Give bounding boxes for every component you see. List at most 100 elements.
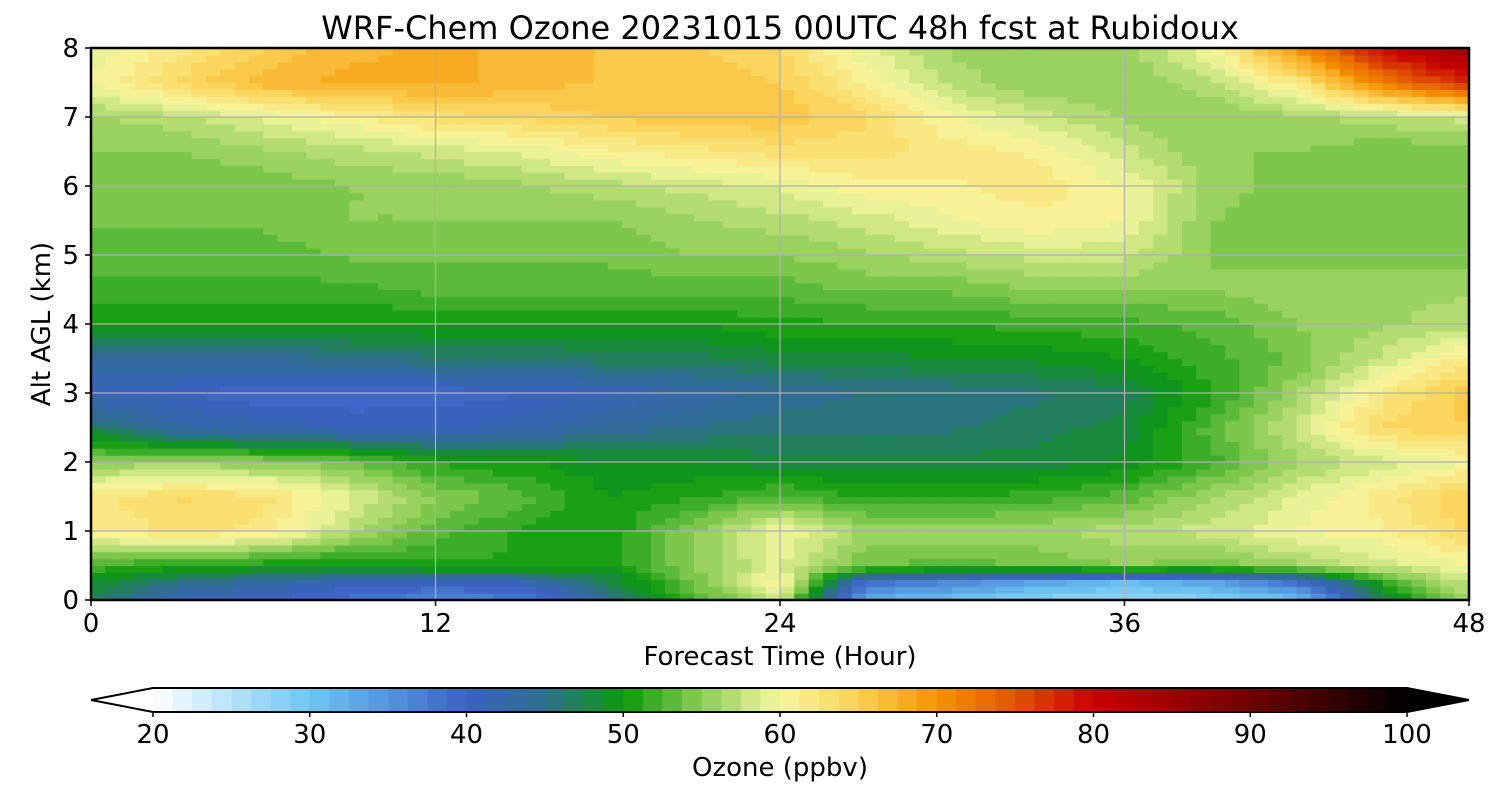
heatmap-cell: [535, 537, 551, 546]
heatmap-cell: [980, 420, 996, 429]
heatmap-cell: [148, 489, 164, 498]
heatmap-cell: [952, 406, 968, 415]
heatmap-cell: [335, 337, 350, 346]
heatmap-cell: [91, 68, 106, 77]
heatmap-cell: [693, 241, 709, 249]
heatmap-cell: [564, 351, 580, 360]
heatmap-cell: [277, 303, 293, 311]
heatmap-cell: [851, 186, 867, 194]
heatmap-cell: [866, 427, 882, 435]
heatmap-cell: [91, 186, 106, 194]
heatmap-cell: [894, 68, 910, 77]
heatmap-cell: [780, 130, 795, 139]
heatmap-cell: [665, 296, 681, 304]
heatmap-cell: [693, 358, 709, 366]
heatmap-cell: [291, 503, 307, 511]
heatmap-cell: [751, 268, 767, 277]
heatmap-cell: [464, 344, 480, 353]
heatmap-cell: [449, 351, 465, 360]
heatmap-cell: [736, 275, 752, 284]
heatmap-cell: [765, 151, 781, 159]
heatmap-cell: [837, 420, 853, 429]
heatmap-cell: [966, 510, 982, 518]
heatmap-cell: [119, 199, 135, 208]
heatmap-cell: [220, 158, 236, 166]
heatmap-cell: [650, 103, 666, 111]
heatmap-cell: [751, 172, 767, 180]
heatmap-cell: [320, 261, 336, 270]
heatmap-cell: [191, 172, 207, 180]
heatmap-cell: [320, 117, 336, 125]
heatmap-cell: [535, 165, 551, 173]
heatmap-cell: [263, 206, 279, 215]
heatmap-cell: [780, 448, 795, 456]
heatmap-cell: [937, 130, 953, 139]
heatmap-cell: [593, 489, 609, 498]
heatmap-cell: [148, 544, 164, 553]
heatmap-cell: [564, 489, 580, 498]
heatmap-cell: [421, 351, 437, 360]
heatmap-cell: [220, 324, 236, 332]
heatmap-cell: [162, 372, 178, 380]
heatmap-cell: [535, 68, 551, 77]
heatmap-cell: [866, 572, 882, 580]
heatmap-cell: [564, 48, 580, 56]
heatmap-cell: [765, 510, 781, 518]
heatmap-cell: [306, 172, 322, 180]
heatmap-cell: [622, 524, 638, 532]
heatmap-cell: [248, 123, 264, 132]
heatmap-cell: [966, 386, 982, 394]
heatmap-cell: [593, 75, 609, 84]
heatmap-cell: [736, 372, 752, 380]
heatmap-cell: [708, 179, 724, 187]
heatmap-cell: [665, 220, 681, 228]
heatmap-cell: [607, 82, 623, 90]
heatmap-cell: [952, 358, 968, 366]
heatmap-cell: [751, 234, 767, 242]
heatmap-cell: [593, 255, 609, 263]
heatmap-cell: [765, 248, 781, 256]
heatmap-cell: [177, 379, 193, 387]
heatmap-cell: [679, 448, 695, 456]
heatmap-cell: [363, 110, 379, 118]
heatmap-cell: [291, 123, 307, 132]
heatmap-cell: [564, 496, 580, 504]
heatmap-cell: [421, 123, 437, 132]
heatmap-cell: [177, 68, 193, 77]
heatmap-cell: [349, 448, 365, 456]
heatmap-cell: [277, 96, 293, 104]
heatmap-cell: [406, 489, 422, 498]
heatmap-cell: [335, 206, 350, 215]
heatmap-cell: [966, 503, 982, 511]
heatmap-cell: [751, 130, 767, 139]
heatmap-cell: [478, 213, 494, 222]
heatmap-cell: [162, 537, 178, 546]
heatmap-cell: [205, 524, 221, 532]
heatmap-cell: [162, 179, 178, 187]
heatmap-cell: [162, 165, 178, 173]
heatmap-cell: [134, 234, 150, 242]
heatmap-cell: [937, 448, 953, 456]
heatmap-cell: [320, 248, 336, 256]
heatmap-cell: [880, 510, 896, 518]
heatmap-cell: [693, 537, 709, 546]
heatmap-cell: [823, 386, 839, 394]
heatmap-cell: [823, 296, 839, 304]
heatmap-cell: [220, 489, 236, 498]
heatmap-cell: [492, 351, 508, 360]
heatmap-cell: [607, 510, 623, 518]
heatmap-cell: [679, 468, 695, 477]
heatmap-cell: [808, 413, 824, 422]
heatmap-cell: [808, 330, 824, 339]
heatmap-cell: [722, 489, 738, 498]
heatmap-cell: [751, 365, 767, 373]
heatmap-cell: [722, 68, 738, 77]
heatmap-cell: [205, 117, 221, 125]
heatmap-cell: [693, 393, 709, 401]
heatmap-cell: [851, 434, 867, 442]
heatmap-cell: [521, 351, 537, 360]
heatmap-cell: [177, 144, 193, 153]
heatmap-cell: [177, 337, 193, 346]
heatmap-cell: [794, 489, 810, 498]
heatmap-cell: [751, 482, 767, 491]
